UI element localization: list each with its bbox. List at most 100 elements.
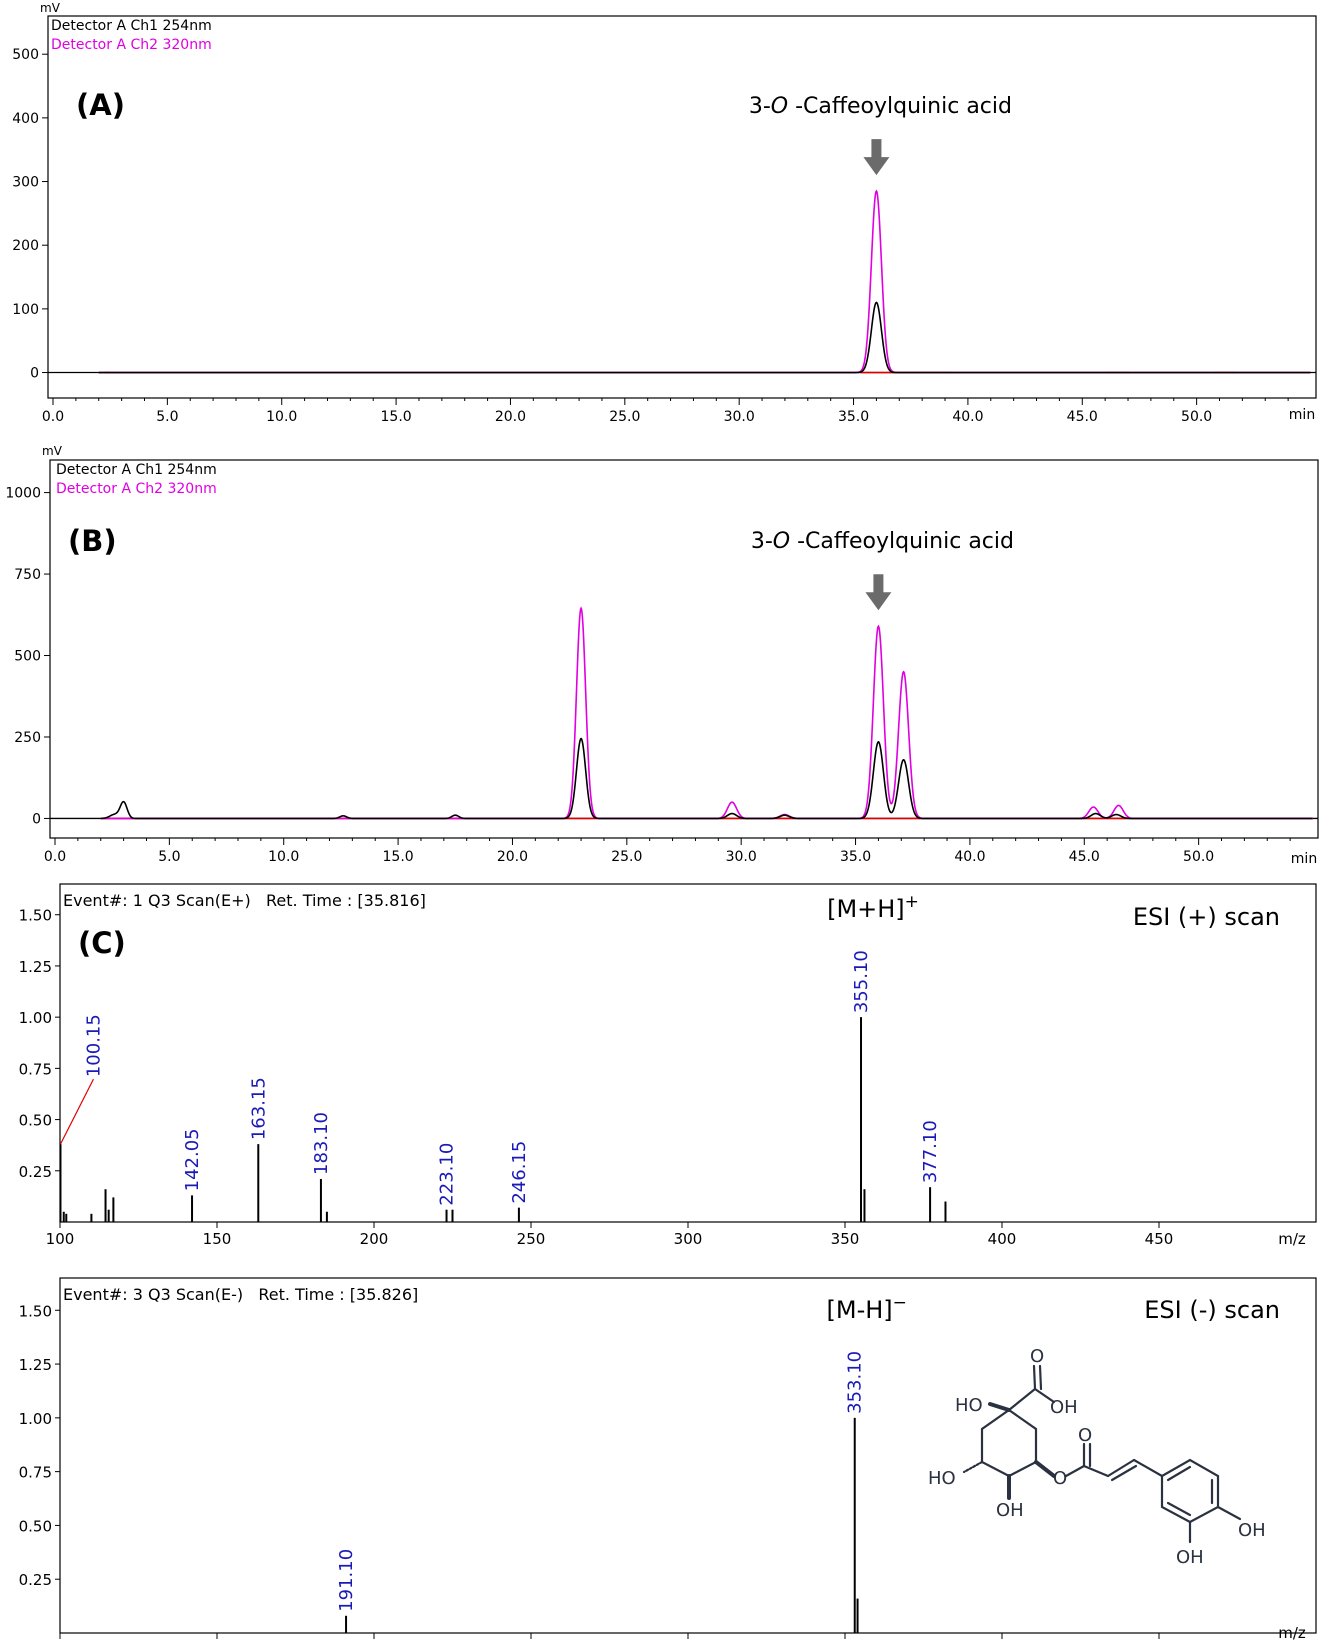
structure-atom-labels: O HO OH O O HO OH OH OH [928,1346,1266,1568]
y-tick-label: 1.50 [19,1302,52,1320]
x-tick-label: 400 [988,1230,1017,1248]
y-tick-label: 0 [32,811,41,827]
x-tick-label: 35.0 [840,849,871,865]
x-tick-label: 20.0 [497,849,528,865]
x-tick-label: 5.0 [156,409,178,425]
structure-label: OH [1176,1547,1204,1568]
peak-mz-label: 191.10 [336,1549,357,1612]
structure-label: O [1078,1425,1092,1446]
panel-d-header: Event#: 3 Q3 Scan(E-) Ret. Time : [35.82… [63,1285,418,1304]
plot-clip-group [60,1017,947,1222]
peak-mz-label: 355.10 [851,950,872,1013]
series-line-ch2-320nm [98,189,1311,374]
x-tick-label: 25.0 [609,409,640,425]
x-tick-label: 5.0 [158,849,180,865]
panel-a-label: (A) [76,88,125,122]
structure-label: HO [955,1395,983,1416]
y-tick-label: 0.75 [19,1464,52,1482]
molecular-ion-label: [M+H]+ [827,892,919,923]
peak-mz-label: 223.10 [437,1143,458,1206]
y-tick-label: 1.00 [19,1009,52,1027]
panel-c-plot: 0.25 0.50 0.75 1.00 1.25 1.50 100 150 200 250 300 3… [19,892,1174,1248]
panel-b-yunit: mV [42,444,63,458]
legend-entry-ch1: Detector A Ch1 254nm [56,462,217,478]
x-tick-label: 45.0 [1069,849,1100,865]
x-tick-label: 35.0 [838,409,869,425]
x-tick-label: 0.0 [44,849,66,865]
y-tick-label: 300 [12,175,39,191]
structure-label: OH [1050,1397,1078,1418]
peak-annotation: 3-O -Caffeoylquinic acid [751,529,1014,554]
y-tick-label: 1.25 [19,1356,52,1374]
x-tick-label: 45.0 [1067,409,1098,425]
y-tick-label: 1000 [5,486,41,502]
y-tick-label: 750 [14,567,41,583]
plot-clip-group [345,1417,859,1633]
panel-a-legend: Detector A Ch1 254nm Detector A Ch2 320n… [51,18,212,53]
series-line-ch1-254nm [100,737,1313,820]
peak-mz-label: 100.15 [83,1014,104,1077]
panel-c: Event#: 1 Q3 Scan(E+) Ret. Time : [35.81… [19,883,1317,1248]
structure-label: HO [928,1468,956,1489]
panel-c-mode-label: ESI (+) scan [1133,903,1280,931]
panel-a-frame [47,15,1317,399]
peak-arrow [865,574,892,611]
panel-d-plot: 0.250.500.751.001.251.501001502002503003… [19,1293,1174,1642]
y-tick-label: 100 [12,302,39,318]
x-tick-label: 50.0 [1181,409,1212,425]
y-tick-label: 500 [14,649,41,665]
panel-d-frame [59,1277,1317,1634]
x-tick-label: 20.0 [495,409,526,425]
y-tick-label: 0.25 [19,1163,52,1181]
x-tick-label: 50.0 [1183,849,1214,865]
x-tick-label: 25.0 [611,849,642,865]
y-tick-label: 0.25 [19,1571,52,1589]
x-tick-label: 300 [674,1230,703,1248]
x-tick-label: 200 [360,1230,389,1248]
panel-a-xunit: min [1289,407,1315,423]
y-tick-label: 1.00 [19,1410,52,1428]
y-tick-label: 0.50 [19,1112,52,1130]
peak-mz-label: 183.10 [311,1112,332,1175]
panel-a-plot: 0 100 200 300 400 500 0.0 5.0 10.0 15.0 20.0 25.0 30… [12,47,1316,425]
panel-d-mode-label: ESI (-) scan [1144,1296,1280,1324]
x-tick-label: 350 [831,1230,860,1248]
label-leader-line [59,1078,95,1145]
series-line-ch2-320nm [100,606,1313,820]
panel-b-legend: Detector A Ch1 254nm Detector A Ch2 320n… [56,462,217,497]
plot-clip-group [50,606,1318,820]
panel-b: mV min Detector A Ch1 254nm Detector A C… [5,444,1319,867]
x-tick-label: 0.0 [42,409,64,425]
y-tick-label: 0.50 [19,1517,52,1535]
legend-entry-ch1: Detector A Ch1 254nm [51,18,212,34]
x-tick-label: 10.0 [266,409,297,425]
peak-mz-label: 142.05 [182,1128,203,1191]
peak-mz-label: 246.15 [509,1141,530,1204]
series-line-ch1-254nm [98,301,1311,374]
y-tick-label: 1.25 [19,958,52,976]
panel-a: mV min Detector A Ch1 254nm Detector A C… [12,1,1317,425]
panel-b-frame [49,459,1319,839]
y-tick-label: 1.50 [19,907,52,925]
x-tick-label: 40.0 [952,409,983,425]
x-tick-label: 30.0 [724,409,755,425]
structure-label: OH [1238,1520,1266,1541]
y-tick-label: 400 [12,111,39,127]
peak-annotation: 3-O -Caffeoylquinic acid [749,94,1012,119]
plot-clip-group [48,189,1316,374]
y-tick-label: 0.75 [19,1060,52,1078]
structure-label: O [1053,1468,1067,1489]
x-tick-label: 10.0 [268,849,299,865]
x-tick-label: 100 [46,1230,75,1248]
peak-mz-label: 353.10 [845,1351,866,1414]
panel-a-yunit: mV [40,1,61,15]
y-tick-label: 500 [12,47,39,63]
x-tick-label: 30.0 [726,849,757,865]
molecular-ion-label: [M-H]− [827,1293,907,1324]
y-tick-label: 200 [12,238,39,254]
panel-c-header: Event#: 1 Q3 Scan(E+) Ret. Time : [35.81… [63,891,426,910]
peak-arrow [863,139,890,176]
panel-c-xunit: m/z [1278,1230,1306,1248]
x-tick-label: 250 [517,1230,546,1248]
